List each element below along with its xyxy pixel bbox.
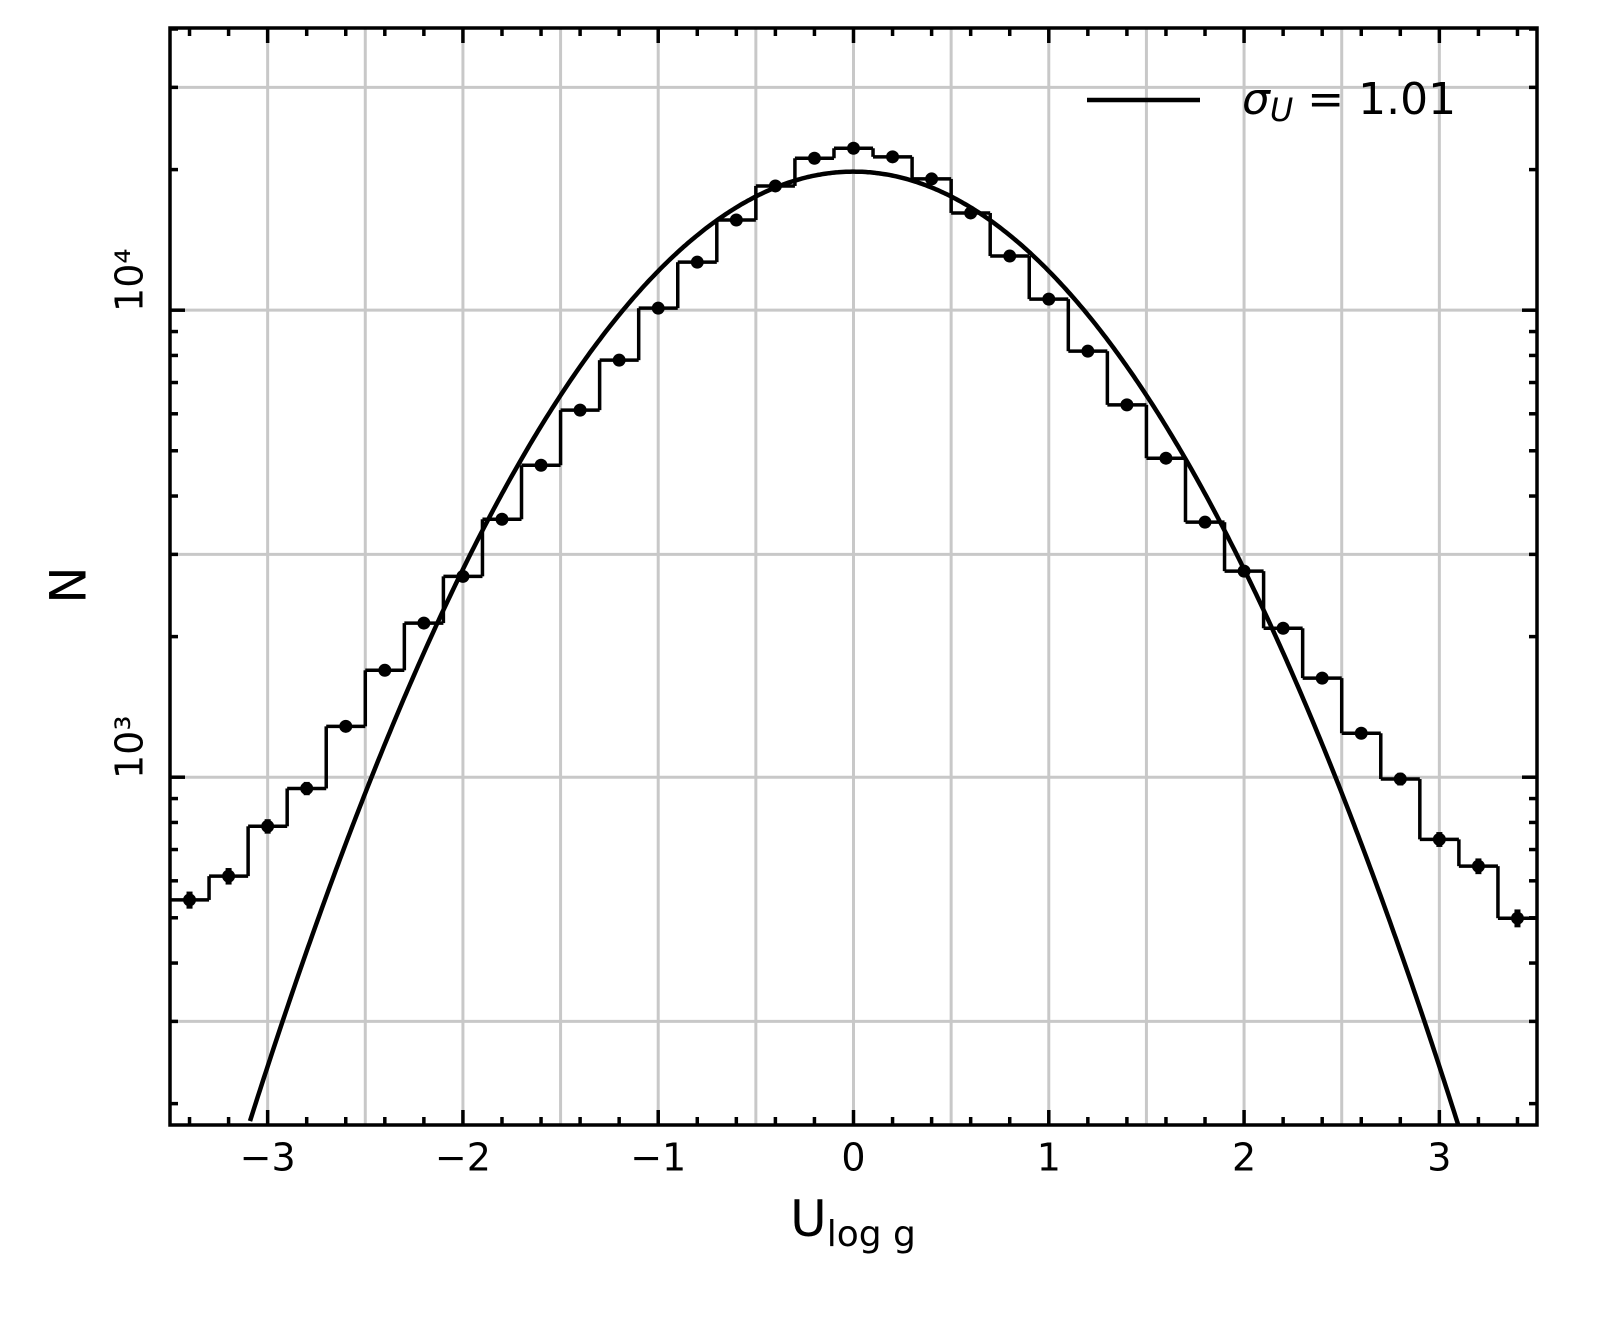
x-tick-label: 1: [1037, 1136, 1061, 1180]
data-point: [847, 141, 860, 155]
data-point: [183, 893, 197, 907]
data-point: [1354, 726, 1368, 740]
y-tick-label: 10³: [108, 715, 152, 779]
x-axis-label-subscript: log g: [827, 1214, 916, 1255]
data-point: [612, 353, 626, 367]
x-tick-label: −3: [240, 1136, 296, 1180]
grid: [170, 28, 1537, 1125]
data-point: [261, 819, 275, 833]
data-point: [729, 213, 743, 227]
data-point: [1510, 911, 1524, 925]
legend-subscript: U: [1270, 91, 1293, 129]
x-axis-label: Ulog g: [790, 1190, 916, 1256]
data-point: [1120, 398, 1134, 412]
x-tick-label: 2: [1232, 1136, 1256, 1180]
data-point: [300, 781, 314, 795]
data-point: [1432, 832, 1446, 846]
x-tick-label: 0: [841, 1136, 865, 1180]
data-point: [222, 869, 236, 883]
data-point: [339, 719, 353, 733]
data-point: [1471, 859, 1485, 873]
legend-value: = 1.01: [1293, 74, 1456, 125]
data-point: [690, 255, 704, 269]
data-point: [807, 151, 821, 165]
data-point: [1003, 249, 1017, 263]
data-point: [495, 512, 509, 526]
x-axis-label-main: U: [790, 1190, 827, 1248]
fit-curve: [247, 169, 1461, 1125]
x-tick-label: −1: [630, 1136, 686, 1180]
data-point: [1159, 451, 1173, 465]
data-point: [925, 172, 939, 186]
x-tick-label: −2: [435, 1136, 491, 1180]
data-point: [651, 301, 665, 315]
legend-label: σU = 1.01: [1242, 74, 1456, 129]
legend-symbol: σ: [1242, 74, 1271, 125]
marks: [170, 141, 1537, 1125]
data-point: [1315, 671, 1329, 685]
data-point: [1081, 344, 1095, 358]
data-point: [1198, 515, 1212, 529]
ticks: −3 −2 −1 0 1 2 3 10³ 10⁴ σU = 1.01: [108, 27, 1537, 1180]
data-point: [1042, 292, 1056, 306]
data-point: [378, 663, 392, 677]
data-point: [573, 403, 587, 417]
data-point: [417, 616, 431, 630]
data-point: [534, 458, 548, 472]
y-axis-label: N: [40, 566, 98, 603]
y-tick-label: 10⁴: [108, 248, 152, 312]
data-point: [886, 150, 900, 164]
x-tick-label: 3: [1427, 1136, 1451, 1180]
data-point: [1276, 621, 1290, 635]
data-point: [1393, 772, 1407, 786]
